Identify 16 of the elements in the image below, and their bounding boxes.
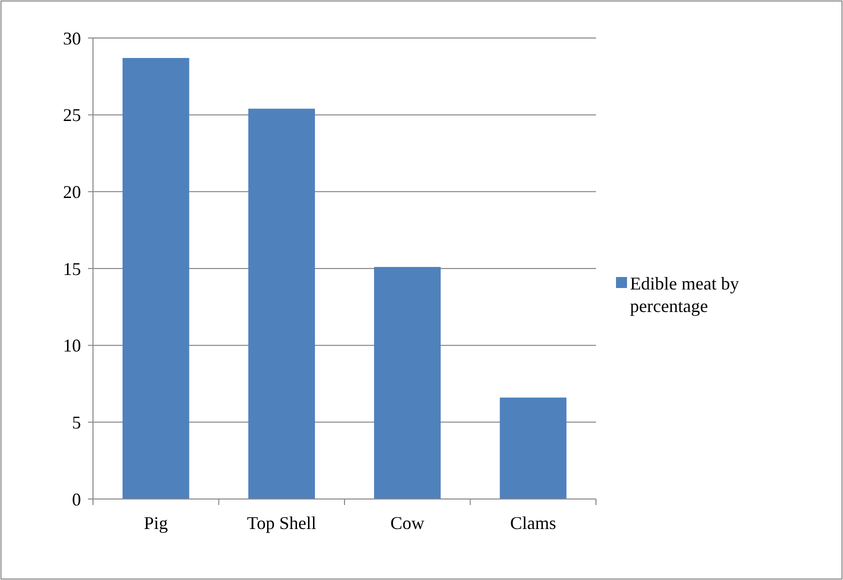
legend-label: Edible meat by percentage (630, 273, 739, 316)
bar (500, 398, 566, 499)
y-tick-label: 25 (63, 105, 81, 126)
y-tick-label: 15 (63, 258, 81, 279)
bar (122, 58, 190, 499)
x-tick-label: Top Shell (247, 513, 316, 533)
x-tick-label: Pig (144, 513, 168, 533)
y-tick-label: 30 (63, 28, 81, 48)
y-tick-label: 5 (72, 412, 81, 432)
x-tick-label: Cow (390, 513, 424, 533)
bar (374, 266, 441, 499)
y-tick-label: 20 (63, 182, 81, 202)
y-tick-label: 0 (72, 489, 81, 510)
y-tick-label: 10 (63, 336, 81, 356)
bar (248, 108, 315, 499)
x-tick-label: Clams (510, 513, 556, 533)
